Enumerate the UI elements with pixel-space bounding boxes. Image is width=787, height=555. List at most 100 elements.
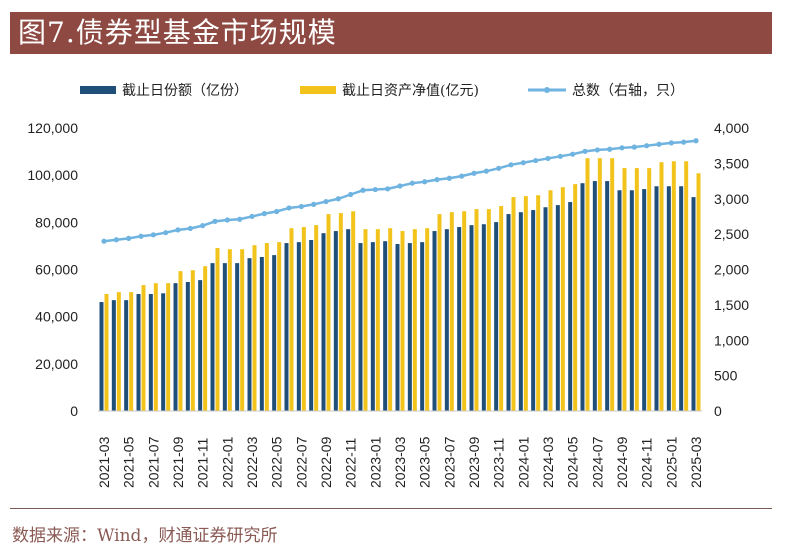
bar-nav: [190, 270, 195, 411]
legend-label-nav: 截止日资产净值(亿元): [342, 83, 479, 99]
line-point-count: [212, 218, 218, 224]
y-right-tick-label: 1,500: [714, 297, 749, 313]
bar-share: [444, 229, 449, 411]
bar-share: [210, 263, 215, 411]
line-point-count: [668, 140, 674, 146]
x-tick-label: 2022-05: [269, 436, 285, 488]
x-tick-label: 2025-01: [663, 436, 679, 488]
line-point-count: [446, 175, 452, 181]
bar-share: [259, 257, 264, 411]
x-tick-label: 2024-09: [614, 436, 630, 488]
bar-share: [420, 242, 425, 411]
line-point-count: [496, 165, 502, 171]
line-point-count: [422, 179, 428, 185]
line-point-count: [150, 232, 156, 238]
x-axis: 2021-03 2021-05 2021-07 2021-09 2021-11 2022-…: [96, 436, 704, 488]
legend-label-share: 截止日份额（亿份）: [122, 83, 248, 99]
bar-nav: [437, 214, 442, 411]
line-point-count: [200, 223, 206, 229]
bar-nav: [548, 190, 553, 411]
footer-divider: [10, 508, 772, 509]
line-point-count: [126, 235, 132, 241]
line-point-count: [533, 157, 539, 164]
line-point-count: [397, 183, 403, 189]
y-right-tick-label: 3,000: [714, 191, 749, 207]
legend: 截止日份额（亿份） 截止日资产净值(亿元) 总数（右轴，只）: [80, 83, 684, 99]
bar-share: [605, 181, 610, 411]
bar-share: [222, 263, 227, 411]
y-right-tick-label: 1,000: [714, 332, 749, 348]
line-point-count: [607, 146, 613, 152]
legend-swatch-nav: [300, 86, 336, 94]
x-tick-label: 2023-03: [392, 436, 408, 488]
line-point-count: [335, 196, 341, 202]
bar-share: [506, 214, 511, 411]
line-point-count: [434, 177, 440, 183]
bar-share: [358, 243, 363, 411]
bar-share: [494, 222, 499, 411]
line-point-count: [237, 216, 243, 222]
line-point-count: [385, 186, 391, 192]
bar-nav: [622, 168, 627, 411]
bar-nav: [314, 225, 319, 411]
x-tick-label: 2023-01: [367, 436, 383, 488]
x-tick-label: 2024-11: [639, 437, 655, 488]
bar-nav: [326, 214, 331, 411]
bar-nav: [560, 187, 565, 411]
title-bar: 图7.债券型基金市场规模: [10, 12, 772, 54]
bar-nav: [634, 168, 639, 411]
bar-nav: [227, 249, 232, 411]
line-point-count: [113, 237, 119, 243]
bar-share: [173, 283, 178, 411]
y-right-tick-label: 2,500: [714, 226, 749, 242]
bar-share: [580, 183, 585, 411]
line-point-count: [249, 213, 255, 220]
bar-share: [161, 293, 166, 411]
bar-nav: [375, 229, 380, 411]
y-left-tick-label: 60,000: [35, 262, 78, 278]
y-right-tick-label: 3,500: [714, 155, 749, 171]
line-point-count: [224, 217, 230, 223]
bar-share: [247, 258, 252, 411]
line-point-count: [261, 211, 267, 217]
x-tick-label: 2023-11: [491, 437, 507, 488]
x-tick-label: 2022-01: [219, 436, 235, 488]
bar-share: [457, 227, 462, 411]
x-tick-label: 2023-09: [466, 436, 482, 488]
y-left-tick-label: 80,000: [35, 214, 78, 230]
line-point-count: [138, 233, 144, 239]
bar-share: [309, 240, 314, 411]
legend-label-count: 总数（右轴，只）: [572, 83, 684, 99]
line-point-count: [372, 186, 378, 193]
bar-share: [518, 212, 523, 411]
bar-share: [111, 300, 116, 411]
y-left-tick-label: 20,000: [35, 356, 78, 372]
bar-share: [383, 241, 388, 411]
line-point-count: [582, 148, 588, 154]
bar-nav: [277, 242, 282, 411]
bar-nav: [129, 292, 134, 411]
bar-share: [333, 231, 338, 411]
bar-share: [407, 243, 412, 411]
x-tick-label: 2025-03: [688, 436, 704, 488]
bar-nav: [400, 231, 405, 411]
y-left-tick-label: 100,000: [27, 167, 78, 183]
x-tick-label: 2022-09: [318, 436, 334, 488]
bar-share: [568, 202, 573, 411]
x-tick-label: 2021-11: [195, 437, 211, 488]
bar-nav: [499, 206, 504, 411]
bar-nav: [203, 266, 208, 411]
y-right-tick-label: 4,000: [714, 120, 749, 136]
bar-share: [642, 189, 647, 411]
bar-nav: [166, 283, 171, 411]
line-point-count: [101, 238, 107, 244]
bar-nav: [486, 209, 491, 411]
bar-share: [691, 197, 696, 411]
line-point-count: [545, 155, 551, 162]
line-point-count: [557, 153, 563, 159]
bar-share: [99, 302, 104, 411]
bar-nav: [338, 213, 343, 411]
bar-share: [148, 294, 153, 411]
bar-nav: [178, 271, 183, 411]
